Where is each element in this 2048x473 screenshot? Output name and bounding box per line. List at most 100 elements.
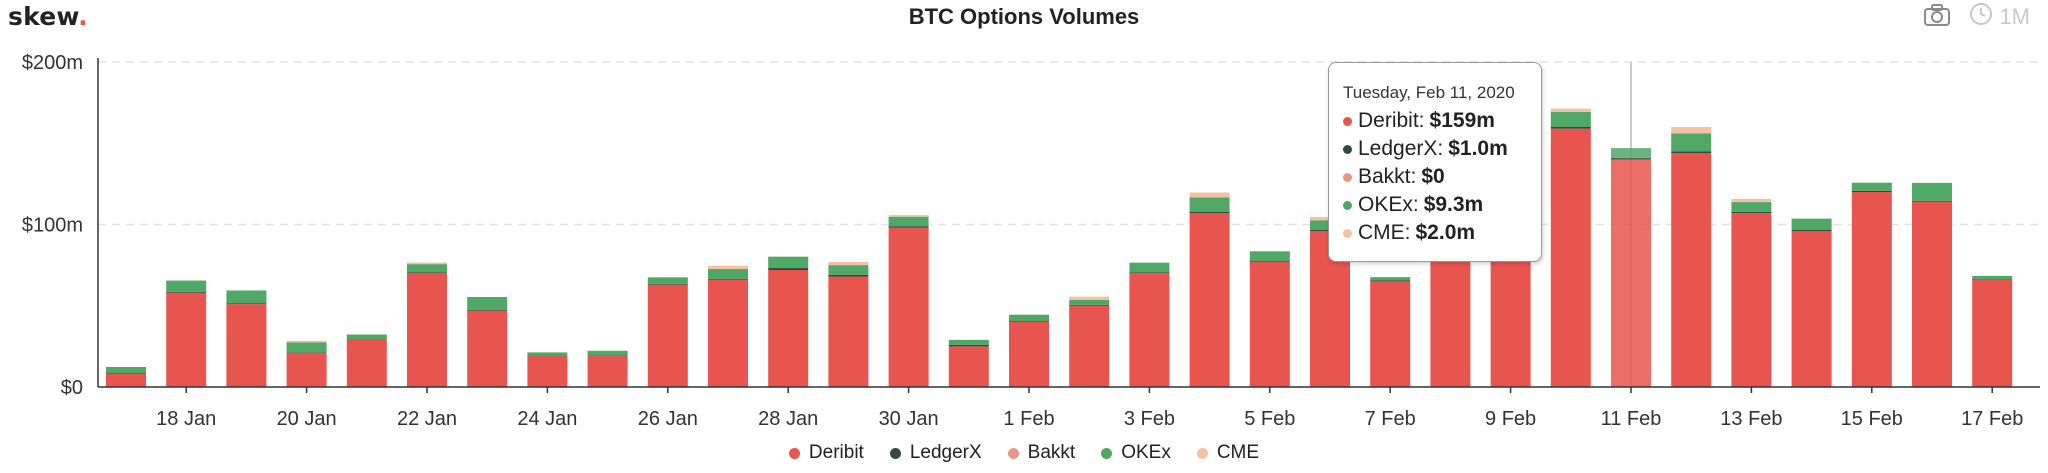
tooltip-series-value: $9.3m bbox=[1423, 193, 1484, 216]
bar-deribit bbox=[587, 356, 628, 387]
legend-item-okex[interactable]: OKEx bbox=[1101, 442, 1171, 464]
bar-deribit bbox=[1611, 159, 1651, 387]
bar-ledgerx bbox=[587, 355, 628, 357]
x-tick-label: 11 Feb bbox=[1601, 408, 1662, 430]
x-tick-label: 24 Jan bbox=[517, 408, 577, 430]
tooltip-series-name: CME: bbox=[1358, 221, 1411, 244]
bar-ledgerx bbox=[1370, 280, 1411, 282]
bar-okex bbox=[948, 339, 989, 345]
range-selector[interactable]: 1M bbox=[1969, 2, 2030, 32]
bar-ledgerx bbox=[1611, 157, 1651, 160]
series-dot-icon bbox=[1343, 116, 1352, 126]
legend-item-deribit[interactable]: Deribit bbox=[788, 442, 864, 464]
legend-dot-icon bbox=[1007, 447, 1019, 459]
legend-item-ledgerx[interactable]: LedgerX bbox=[889, 442, 982, 464]
bar-ledgerx bbox=[647, 283, 688, 285]
bar-deribit bbox=[1009, 322, 1049, 387]
bar-deribit bbox=[407, 273, 447, 387]
bar-deribit bbox=[708, 279, 748, 387]
bar-deribit bbox=[1731, 213, 1772, 387]
bar-okex bbox=[1851, 182, 1892, 191]
bar-deribit bbox=[166, 292, 207, 387]
bar-okex bbox=[226, 290, 267, 304]
tooltip-row-cme: CME: $2.0m bbox=[1343, 219, 1541, 247]
bar-okex bbox=[1550, 111, 1591, 127]
tooltip: Tuesday, Feb 11, 2020 Deribit: $159m Ledge… bbox=[1328, 62, 1542, 262]
bar-ledgerx bbox=[1731, 211, 1772, 214]
bar-cme bbox=[708, 265, 748, 270]
y-tick-label: $200m bbox=[22, 52, 83, 74]
bar-deribit bbox=[286, 352, 327, 387]
bar-deribit bbox=[1069, 305, 1110, 387]
series-dot-icon bbox=[1343, 144, 1352, 154]
series-dot-icon bbox=[1343, 200, 1352, 210]
bar-deribit bbox=[768, 270, 809, 387]
tooltip-series-value: $159m bbox=[1429, 109, 1495, 132]
bar-ledgerx bbox=[106, 373, 146, 375]
bar-deribit bbox=[1791, 231, 1832, 387]
bar-ledgerx bbox=[1671, 151, 1712, 153]
bar-deribit bbox=[1370, 281, 1411, 387]
tooltip-series-value: $2.0m bbox=[1415, 221, 1476, 244]
tooltip-series-name: OKEx: bbox=[1358, 193, 1419, 216]
bar-deribit bbox=[1189, 213, 1230, 387]
series-dot-icon bbox=[1343, 228, 1352, 238]
legend-item-bakkt[interactable]: Bakkt bbox=[1007, 442, 1076, 464]
y-tick-label: $0 bbox=[61, 377, 83, 399]
bar-cme bbox=[286, 340, 327, 343]
legend-label: CME bbox=[1216, 442, 1260, 463]
bar-ledgerx bbox=[346, 339, 387, 340]
bar-ledgerx bbox=[888, 226, 929, 228]
camera-icon[interactable] bbox=[1923, 3, 1951, 32]
x-tick-label: 5 Feb bbox=[1244, 408, 1295, 430]
bar-ledgerx bbox=[1972, 279, 2013, 280]
bar-deribit bbox=[1249, 261, 1290, 387]
bar-okex bbox=[647, 277, 688, 284]
legend-label: Deribit bbox=[808, 442, 864, 463]
bar-okex bbox=[467, 296, 508, 310]
bar-okex bbox=[1611, 148, 1651, 158]
bar-okex bbox=[888, 216, 929, 227]
bar-ledgerx bbox=[1009, 321, 1049, 322]
legend-label: OKEx bbox=[1121, 442, 1171, 463]
range-label: 1M bbox=[1999, 4, 2030, 29]
x-tick-label: 28 Jan bbox=[758, 408, 818, 430]
bar-okex bbox=[1671, 133, 1712, 152]
bar-okex bbox=[1912, 182, 1952, 201]
bar-ledgerx bbox=[828, 274, 869, 277]
bar-ledgerx bbox=[407, 272, 447, 274]
series-dot-icon bbox=[1343, 172, 1352, 182]
bar-okex bbox=[1791, 218, 1832, 231]
bar-okex bbox=[587, 350, 628, 356]
bar-cme bbox=[888, 215, 929, 217]
x-tick-label: 30 Jan bbox=[879, 408, 939, 430]
legend-label: Bakkt bbox=[1027, 442, 1076, 463]
legend-dot-icon bbox=[1101, 447, 1113, 459]
bar-okex bbox=[1069, 299, 1110, 305]
tooltip-row-bakkt: Bakkt: $0 bbox=[1343, 163, 1541, 191]
bar-deribit bbox=[888, 227, 929, 387]
bar-ledgerx bbox=[948, 344, 989, 347]
legend-item-cme[interactable]: CME bbox=[1196, 442, 1260, 464]
bar-okex bbox=[708, 269, 748, 279]
bar-okex bbox=[527, 352, 568, 356]
bar-okex bbox=[407, 264, 447, 273]
chart-toolbar: 1M bbox=[1923, 2, 2030, 32]
bar-deribit bbox=[1912, 201, 1952, 387]
bar-cme bbox=[1731, 198, 1772, 203]
x-tick-label: 20 Jan bbox=[277, 408, 337, 430]
bar-okex bbox=[346, 334, 387, 340]
bar-ledgerx bbox=[1550, 127, 1591, 129]
bar-deribit bbox=[1129, 273, 1170, 387]
bar-ledgerx bbox=[1912, 200, 1952, 202]
bar-deribit bbox=[467, 310, 508, 387]
bar-okex bbox=[106, 367, 146, 374]
bar-deribit bbox=[1550, 128, 1591, 387]
bar-ledgerx bbox=[1129, 272, 1170, 274]
bar-ledgerx bbox=[467, 309, 508, 311]
x-tick-label: 13 Feb bbox=[1720, 408, 1782, 430]
bar-cme bbox=[1671, 127, 1712, 134]
x-tick-label: 17 Feb bbox=[1961, 408, 2023, 430]
x-tick-label: 7 Feb bbox=[1365, 408, 1416, 430]
bar-cme bbox=[1550, 108, 1591, 112]
